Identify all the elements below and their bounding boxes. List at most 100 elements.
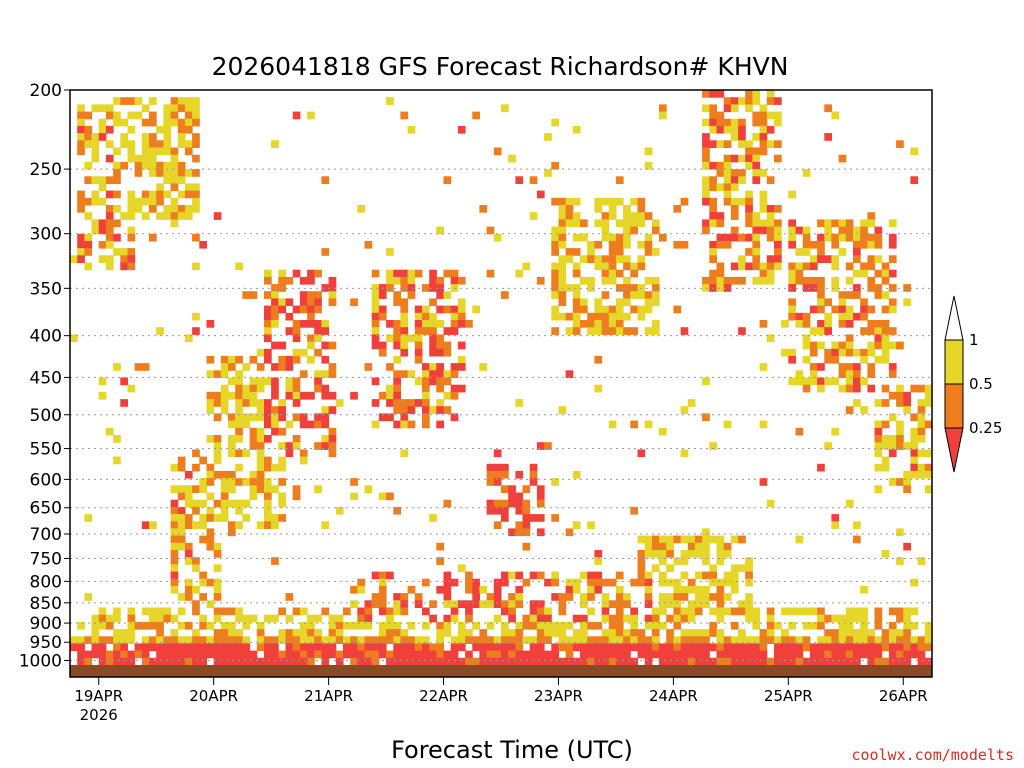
heatmap-cell (536, 600, 545, 608)
heatmap-cell (285, 363, 294, 371)
heatmap-cell (853, 384, 861, 393)
heatmap-cell (91, 147, 100, 156)
heatmap-cell (881, 399, 890, 407)
heatmap-cell (745, 571, 753, 580)
heatmap-cell (256, 435, 265, 443)
heatmap-cell (149, 657, 157, 666)
heatmap-cell (644, 276, 653, 285)
heatmap-cell (659, 550, 667, 558)
heatmap-cell (623, 212, 631, 220)
heatmap-cell (738, 535, 746, 544)
heatmap-cell (91, 190, 100, 199)
heatmap-cell (350, 636, 358, 644)
heatmap-cell (256, 406, 265, 414)
heatmap-cell (515, 521, 524, 529)
heatmap-cell (113, 205, 121, 213)
heatmap-cell (156, 125, 164, 134)
heatmap-cell (242, 621, 251, 630)
heatmap-cell (522, 614, 531, 623)
heatmap-cell (529, 478, 538, 486)
heatmap-cell (450, 657, 459, 666)
heatmap-cell (134, 97, 143, 105)
heatmap-cell (184, 147, 193, 156)
heatmap-cell (177, 528, 186, 537)
heatmap-cell (694, 636, 703, 644)
heatmap-cell (601, 233, 610, 242)
heatmap-cell (264, 657, 272, 666)
heatmap-cell (213, 456, 222, 465)
heatmap-cell (321, 341, 330, 350)
heatmap-cell (256, 521, 265, 529)
heatmap-cell (558, 657, 567, 666)
heatmap-cell (853, 535, 861, 544)
heatmap-cell (199, 578, 207, 587)
heatmap-cell (213, 470, 222, 479)
heatmap-cell (242, 449, 251, 458)
heatmap-cell (429, 614, 437, 623)
heatmap-cell (601, 578, 610, 587)
heatmap-cell (335, 650, 344, 659)
heatmap-cell (350, 478, 358, 486)
heatmap-cell (572, 585, 581, 594)
heatmap-cell (292, 334, 301, 343)
heatmap-cell (788, 305, 796, 314)
heatmap-cell (163, 643, 172, 652)
heatmap-cell (307, 650, 315, 659)
heatmap-cell (752, 169, 761, 177)
heatmap-cell (838, 643, 847, 652)
heatmap-cell (759, 111, 768, 120)
heatmap-cell (400, 657, 409, 666)
heatmap-cell (177, 176, 186, 184)
heatmap-cell (867, 650, 876, 659)
heatmap-cell (393, 341, 401, 350)
heatmap-cell (817, 657, 825, 666)
heatmap-cell (615, 284, 624, 292)
heatmap-cell (414, 312, 423, 321)
heatmap-cell (867, 255, 876, 263)
heatmap-cell (436, 341, 444, 350)
heatmap-cell (709, 629, 717, 637)
heatmap-cell (220, 621, 229, 630)
heatmap-cell (220, 499, 229, 508)
heatmap-cell (615, 248, 624, 256)
heatmap-cell (896, 427, 904, 436)
heatmap-cell (321, 370, 330, 378)
heatmap-cell (709, 535, 717, 544)
heatmap-cell (659, 578, 667, 587)
heatmap-cell (838, 154, 847, 163)
heatmap-cell (307, 643, 315, 652)
heatmap-cell (845, 262, 854, 271)
heatmap-cell (199, 650, 207, 659)
heatmap-cell (156, 161, 164, 170)
heatmap-cell (867, 240, 876, 249)
heatmap-cell (105, 650, 114, 659)
heatmap-cell (443, 629, 452, 637)
heatmap-cell (429, 650, 437, 659)
heatmap-cell (393, 607, 401, 616)
heatmap-cell (903, 542, 911, 551)
heatmap-cell (802, 643, 811, 652)
heatmap-cell (551, 161, 559, 170)
heatmap-cell (134, 111, 143, 120)
heatmap-cell (745, 97, 753, 105)
heatmap-cell (357, 205, 365, 213)
heatmap-cell (163, 650, 172, 659)
heatmap-cell (436, 320, 444, 328)
heatmap-cell (149, 111, 157, 120)
heatmap-cell (551, 269, 559, 278)
heatmap-cell (745, 90, 753, 98)
heatmap-cell (177, 140, 186, 148)
heatmap-cell (774, 219, 782, 228)
heatmap-cell (608, 312, 617, 321)
heatmap-cell (644, 657, 653, 666)
heatmap-cell (831, 650, 840, 659)
heatmap-cell (651, 636, 660, 644)
heatmap-cell (156, 147, 164, 156)
heatmap-cell (120, 657, 128, 666)
heatmap-cell (888, 643, 897, 652)
heatmap-cell (328, 284, 337, 292)
heatmap-cell (903, 643, 911, 652)
heatmap-cell (77, 233, 85, 242)
credit-link[interactable]: coolwx.com/modelts (851, 746, 1014, 764)
heatmap-cell (163, 118, 172, 127)
